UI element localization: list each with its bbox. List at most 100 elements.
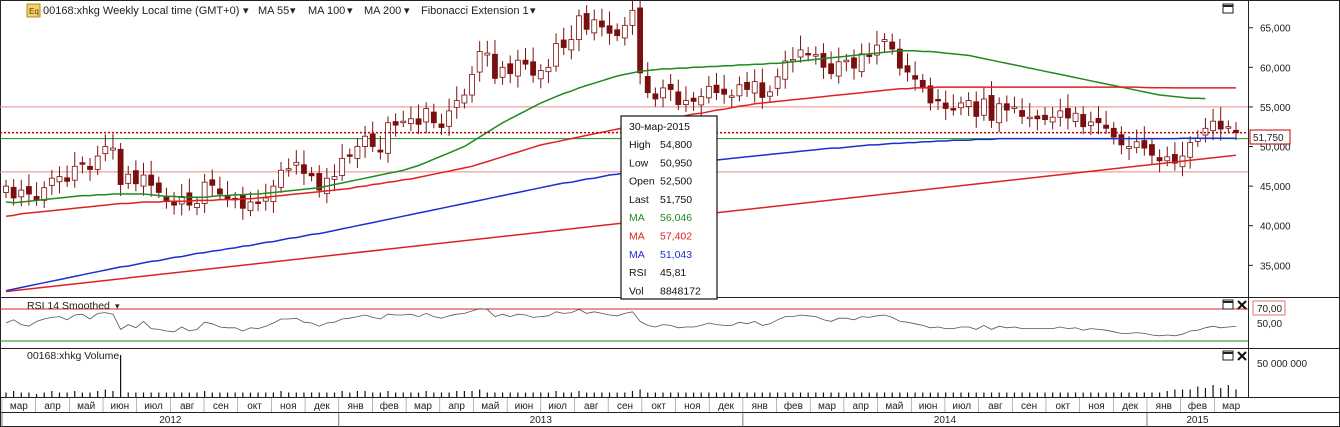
ma100-dropdown-icon[interactable]: ▾ — [347, 5, 353, 17]
ma55-dropdown-icon[interactable]: ▾ — [290, 5, 296, 17]
candle-body — [675, 91, 682, 105]
y-tick-label: 65,000 — [1260, 24, 1291, 35]
rsi-mid-label: 50,00 — [1257, 319, 1282, 330]
maximize-rsi-icon[interactable] — [1222, 299, 1234, 310]
candle-body — [385, 122, 391, 154]
year-label: 2013 — [530, 415, 553, 426]
candle-body — [1149, 144, 1155, 156]
ma200-legend[interactable]: MA 200 — [364, 5, 401, 17]
rsi-dropdown-icon[interactable]: ▾ — [115, 301, 120, 311]
tooltip-row-label: Low — [629, 157, 649, 169]
candle-body — [186, 192, 193, 206]
ma100-legend[interactable]: MA 100 — [308, 5, 345, 17]
maximize-volume-icon[interactable] — [1222, 350, 1234, 361]
candle-body — [499, 66, 506, 78]
month-label: июн — [919, 401, 938, 412]
symbol-title[interactable]: 00168:xhkg Weekly Local time (GMT+0) — [43, 5, 239, 17]
candle-body — [751, 81, 758, 94]
month-label: ноя — [280, 401, 297, 412]
tooltip-row-label: RSI — [629, 267, 647, 279]
tooltip-row-value: 57,402 — [660, 231, 692, 243]
candle-body — [698, 96, 705, 106]
candle-body — [614, 29, 621, 37]
candle-body — [446, 110, 453, 127]
y-tick-label: 50,000 — [1260, 143, 1291, 154]
candle-body — [1187, 142, 1194, 158]
candle-body — [568, 39, 575, 51]
month-label: май — [77, 401, 95, 412]
candle-body — [316, 173, 323, 191]
candle-body — [683, 100, 689, 105]
month-label: сен — [213, 401, 229, 412]
candle-body — [346, 154, 353, 157]
candle-body — [927, 85, 934, 104]
candle-body — [599, 20, 605, 28]
tooltip-row-value: 51,750 — [660, 194, 692, 206]
rsi-upper-label: 70,00 — [1257, 304, 1282, 315]
candle-body — [797, 49, 804, 58]
fib-legend[interactable]: Fibonacci Extension 1 — [421, 5, 529, 17]
candle-body — [1011, 106, 1018, 109]
candle-body — [430, 111, 437, 124]
candle-body — [217, 188, 223, 195]
candle-body — [705, 85, 712, 99]
candle-body — [629, 9, 636, 26]
candle-body — [1072, 112, 1079, 122]
candle-body — [400, 120, 407, 124]
candle-body — [247, 201, 254, 212]
time-axis: мар апр май июн июл авг сен окт ноя дек янв фев мар а… — [1, 398, 1241, 427]
close-volume-icon[interactable] — [1237, 351, 1247, 361]
candle-body — [522, 59, 529, 65]
candle-body — [1133, 141, 1140, 149]
candle-body — [18, 189, 25, 198]
candle-body — [667, 83, 674, 90]
month-label: апр — [852, 401, 869, 412]
ma55-legend[interactable]: MA 55 — [258, 5, 289, 17]
candle-body — [3, 185, 9, 193]
tooltip-row-label: Last — [629, 194, 649, 206]
ma200-dropdown-icon[interactable]: ▾ — [404, 5, 410, 17]
maximize-main-icon[interactable] — [1222, 3, 1234, 14]
instrument-badge-text: Eq — [29, 7, 39, 16]
candle-body — [866, 54, 873, 57]
month-label: фев — [1188, 400, 1207, 412]
candle-body — [438, 123, 445, 128]
title-dropdown-icon[interactable]: ▾ — [243, 5, 249, 17]
candle-body — [140, 174, 147, 187]
candle-body — [621, 24, 628, 39]
volume-title[interactable]: 00168:xhkg Volume — [27, 350, 119, 362]
month-label: янв — [347, 401, 363, 412]
candle-body — [652, 93, 659, 100]
tooltip-row-value: 56,046 — [660, 212, 692, 224]
candle-body — [1126, 146, 1132, 149]
candle-body — [820, 53, 827, 68]
y-tick-label: 60,000 — [1260, 63, 1291, 74]
candle-body — [1080, 114, 1087, 128]
data-tooltip: 30-мар-2015 High 54,800 Low 50,950 Open 52,50… — [620, 115, 718, 300]
last-price-tag: 51,750 — [1249, 129, 1291, 145]
candle-body — [835, 61, 842, 77]
tooltip-row-label: MA — [629, 212, 645, 224]
candle-body — [721, 88, 728, 95]
fib-dropdown-icon[interactable]: ▾ — [530, 5, 536, 17]
month-label: авг — [180, 401, 195, 412]
candle-body — [408, 118, 414, 124]
candle-body — [988, 95, 995, 121]
candle-body — [874, 44, 880, 56]
month-label: дек — [314, 401, 330, 412]
y-tick-label: 55,000 — [1260, 103, 1291, 114]
candle-body — [912, 75, 919, 80]
month-label: ноя — [1088, 401, 1105, 412]
candle-body — [110, 147, 116, 151]
candle-body — [392, 121, 399, 126]
candle-body — [255, 201, 262, 204]
month-label: мар — [1222, 401, 1240, 412]
rsi-title[interactable]: RSI 14 Smoothed — [27, 300, 110, 312]
candle-body — [637, 7, 643, 74]
close-rsi-icon[interactable] — [1237, 300, 1247, 310]
candle-body — [805, 53, 812, 56]
volume-panel: 00168:xhkg Volume 50 000 000 — [5, 350, 1307, 397]
candle-body — [973, 101, 980, 117]
candle-body — [583, 13, 590, 30]
candle-body — [1019, 110, 1025, 117]
